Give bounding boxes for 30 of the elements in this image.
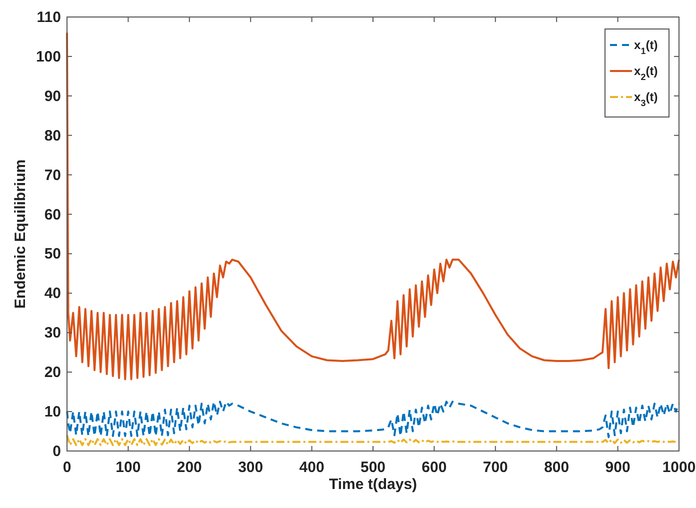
x-tick-label: 800 — [544, 459, 570, 476]
legend-label: x$_{2}$(t) — [634, 64, 658, 82]
y-tick-label: 0 — [52, 443, 61, 460]
x-tick-label: 300 — [238, 459, 264, 476]
x-tick-label: 0 — [62, 459, 72, 476]
x-tick-label: 200 — [176, 459, 202, 476]
y-tick-label: 30 — [44, 324, 61, 342]
y-tick-label: 70 — [44, 166, 61, 184]
y-tick-label: 80 — [44, 127, 61, 144]
y-tick-label: 50 — [44, 246, 61, 263]
x-tick-label: 700 — [482, 459, 508, 476]
x-tick-label: 400 — [299, 459, 324, 476]
legend-label: x$_{1}$(t) — [634, 38, 658, 56]
y-tick-label: 90 — [44, 88, 61, 105]
y-tick-label: 20 — [44, 364, 61, 382]
y-tick-label: 40 — [44, 285, 61, 302]
x-tick-label: 100 — [116, 459, 141, 476]
x-tick-label: 500 — [360, 459, 386, 476]
y-tick-label: 100 — [36, 48, 61, 66]
x-tick-label: 900 — [605, 459, 630, 476]
x-axis-title: Time t(days) — [328, 476, 418, 493]
y-tick-label: 60 — [44, 206, 61, 224]
legend-label: x$_{3}$(t) — [634, 90, 658, 108]
y-tick-label: 10 — [44, 404, 61, 421]
x-tick-label: 600 — [422, 459, 447, 476]
y-axis-title: Endemic Equilibrium — [12, 159, 29, 309]
y-tick-label: 110 — [36, 9, 61, 26]
line-series — [66, 32, 680, 380]
x-tick-label: 1000 — [662, 459, 696, 476]
line-series — [66, 400, 680, 438]
